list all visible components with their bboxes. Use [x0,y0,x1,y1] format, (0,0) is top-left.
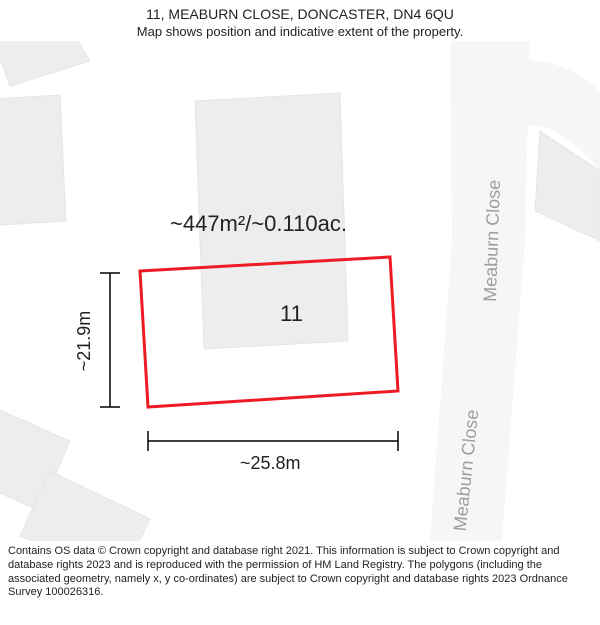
copyright-footer: Contains OS data © Crown copyright and d… [0,541,600,604]
building [0,95,66,227]
map-canvas: Meaburn CloseMeaburn Close~447m²/~0.110a… [0,41,600,541]
address-title: 11, MEABURN CLOSE, DONCASTER, DN4 6QU [10,6,590,22]
map-subtitle: Map shows position and indicative extent… [10,24,590,39]
dim-label-horizontal: ~25.8m [240,453,301,473]
road-label: Meaburn Close [480,179,504,302]
plot-number: 11 [280,301,303,326]
area-label: ~447m²/~0.110ac. [170,211,347,236]
map-svg: Meaburn CloseMeaburn Close~447m²/~0.110a… [0,41,600,541]
header: 11, MEABURN CLOSE, DONCASTER, DN4 6QU Ma… [0,0,600,41]
dim-label-vertical: ~21.9m [74,311,94,372]
